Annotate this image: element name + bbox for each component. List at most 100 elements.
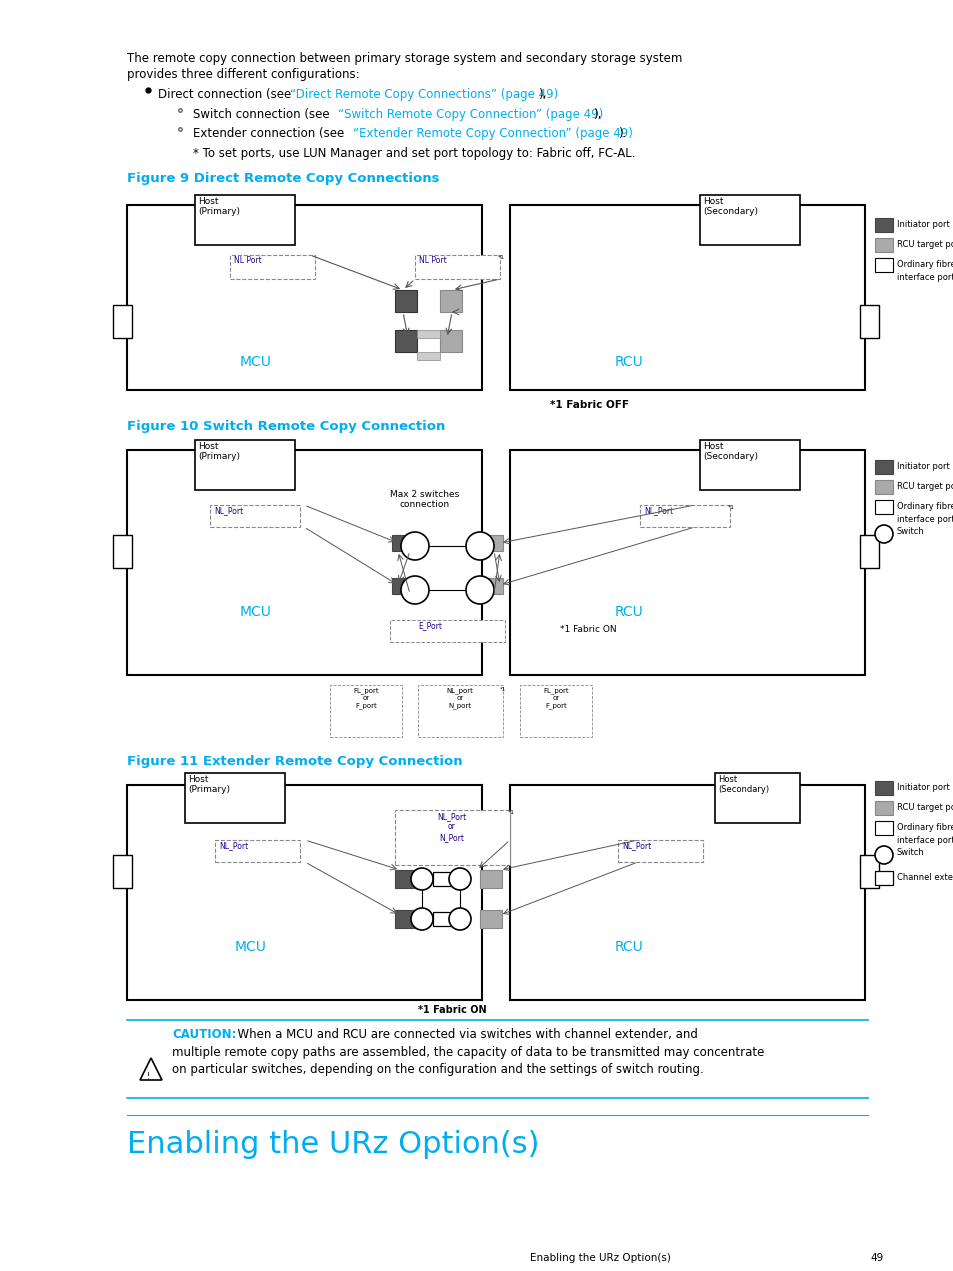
Bar — [874, 801, 892, 815]
Text: Host
(Secondary): Host (Secondary) — [702, 197, 758, 216]
Bar — [874, 238, 892, 252]
Text: ),: ), — [537, 88, 546, 100]
Circle shape — [400, 533, 429, 561]
Text: !: ! — [146, 1071, 150, 1082]
Text: RCU target port: RCU target port — [896, 240, 953, 249]
Circle shape — [411, 907, 433, 930]
Bar — [112, 855, 132, 888]
Text: ).: ). — [618, 127, 626, 140]
Text: E_Port: E_Port — [417, 622, 441, 630]
Text: Host
(Secondary): Host (Secondary) — [702, 442, 758, 461]
Text: provides three different configurations:: provides three different configurations: — [127, 69, 359, 81]
Text: interface port (target port): interface port (target port) — [896, 836, 953, 845]
Text: Host
(Primary): Host (Primary) — [188, 775, 230, 794]
Text: CAUTION:: CAUTION: — [172, 1028, 236, 1041]
Circle shape — [465, 533, 494, 561]
Text: Switch: Switch — [896, 527, 923, 536]
Text: Direct connection (see: Direct connection (see — [158, 88, 294, 100]
Text: 49: 49 — [869, 1253, 882, 1263]
Text: *1: *1 — [499, 688, 506, 691]
Bar — [874, 219, 892, 233]
Bar — [127, 450, 481, 675]
Bar — [194, 440, 294, 491]
Text: “Direct Remote Copy Connections” (page 49): “Direct Remote Copy Connections” (page 4… — [290, 88, 558, 100]
Bar — [127, 205, 481, 390]
Bar — [112, 535, 132, 568]
Bar — [395, 910, 416, 928]
Text: interface port (target port): interface port (target port) — [896, 273, 953, 282]
Text: RCU: RCU — [615, 941, 643, 955]
Bar — [127, 785, 481, 1000]
Bar — [479, 910, 501, 928]
Circle shape — [449, 907, 471, 930]
Text: Extender connection (see: Extender connection (see — [193, 127, 348, 140]
Text: NL_port
or
N_port: NL_port or N_port — [446, 688, 473, 708]
Bar — [714, 773, 800, 824]
Text: Host
(Secondary): Host (Secondary) — [718, 775, 768, 794]
Text: *1 Fabric OFF: *1 Fabric OFF — [550, 400, 628, 411]
Text: RCU target port: RCU target port — [896, 803, 953, 812]
Bar — [439, 290, 461, 311]
Text: FL_port
or
F_port: FL_port or F_port — [353, 688, 378, 708]
Bar — [479, 871, 501, 888]
Bar — [416, 330, 439, 338]
Bar — [194, 194, 294, 245]
Bar — [417, 685, 502, 737]
Bar — [214, 840, 299, 862]
Bar — [230, 255, 314, 280]
Text: *1: *1 — [507, 810, 515, 815]
Text: The remote copy connection between primary storage system and secondary storage : The remote copy connection between prima… — [127, 52, 681, 65]
Bar — [395, 871, 416, 888]
Bar — [700, 194, 800, 245]
Text: Ordinary fibre-channel: Ordinary fibre-channel — [896, 261, 953, 269]
Text: RCU: RCU — [615, 355, 643, 369]
Bar — [874, 500, 892, 513]
Text: Ordinary fibre-channel: Ordinary fibre-channel — [896, 824, 953, 833]
Text: ),: ), — [593, 108, 600, 121]
Text: NL_Port: NL_Port — [643, 506, 673, 515]
Text: *1 Fabric ON: *1 Fabric ON — [417, 1005, 486, 1016]
Bar — [484, 578, 502, 594]
Bar — [185, 773, 285, 824]
Bar — [433, 913, 458, 927]
Text: MCU: MCU — [240, 355, 272, 369]
Text: Ordinary fibre-channel: Ordinary fibre-channel — [896, 502, 953, 511]
Bar — [433, 872, 458, 886]
Circle shape — [400, 576, 429, 604]
Text: Enabling the URz Option(s): Enabling the URz Option(s) — [127, 1130, 539, 1159]
Bar — [859, 305, 878, 338]
Bar — [510, 205, 864, 390]
Text: Figure 10 Switch Remote Copy Connection: Figure 10 Switch Remote Copy Connection — [127, 419, 445, 433]
Text: Figure 11 Extender Remote Copy Connection: Figure 11 Extender Remote Copy Connectio… — [127, 755, 462, 768]
Bar — [700, 440, 800, 491]
Text: interface port (target port): interface port (target port) — [896, 515, 953, 524]
Bar — [210, 505, 299, 527]
Text: Max 2 switches
connection: Max 2 switches connection — [390, 491, 459, 510]
Text: NL Port: NL Port — [418, 255, 446, 264]
Text: NL Port: NL Port — [233, 255, 261, 264]
Text: Switch connection (see: Switch connection (see — [193, 108, 333, 121]
Bar — [395, 290, 416, 311]
Bar — [618, 840, 702, 862]
Text: Initiator port: Initiator port — [896, 220, 949, 229]
Text: RCU: RCU — [615, 605, 643, 619]
Text: Switch: Switch — [896, 848, 923, 857]
Bar — [392, 578, 410, 594]
Circle shape — [465, 576, 494, 604]
Text: FL_port
or
F_port: FL_port or F_port — [542, 688, 568, 708]
Circle shape — [874, 525, 892, 543]
Text: on particular switches, depending on the configuration and the settings of switc: on particular switches, depending on the… — [172, 1063, 703, 1077]
Text: Initiator port: Initiator port — [896, 461, 949, 472]
Text: *1: *1 — [497, 255, 504, 261]
Bar — [874, 460, 892, 474]
Bar — [510, 785, 864, 1000]
Text: Figure 9 Direct Remote Copy Connections: Figure 9 Direct Remote Copy Connections — [127, 172, 439, 186]
Text: NL_Port: NL_Port — [219, 841, 248, 850]
Text: “Switch Remote Copy Connection” (page 49): “Switch Remote Copy Connection” (page 49… — [337, 108, 602, 121]
Bar — [390, 620, 504, 642]
Bar — [392, 535, 410, 552]
Text: *1 Fabric ON: *1 Fabric ON — [559, 625, 616, 634]
Text: NL_Port: NL_Port — [213, 506, 243, 515]
Text: MCU: MCU — [240, 605, 272, 619]
Bar — [874, 480, 892, 494]
